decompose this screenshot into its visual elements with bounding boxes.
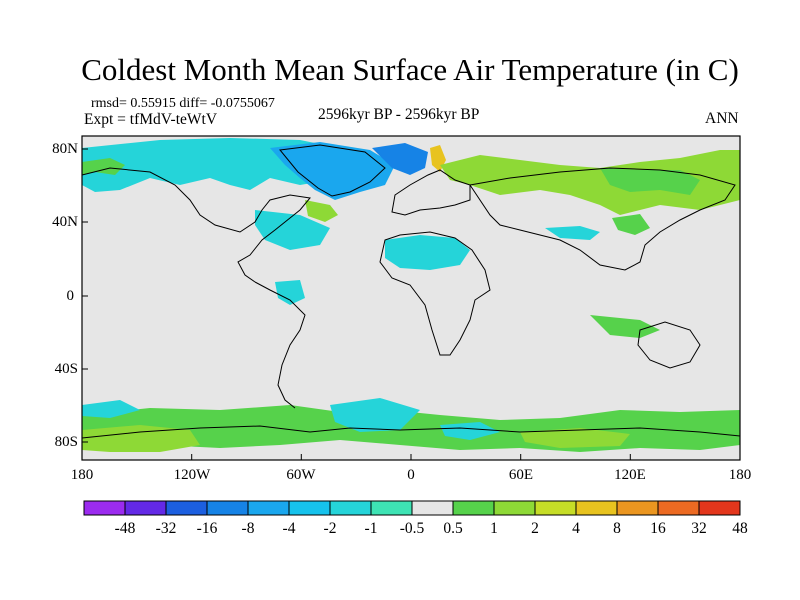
nordic-anomaly-darkblue [372,143,428,175]
coastline-africa [379,231,491,356]
lon-label-60e: 60E [508,467,534,483]
colorbar-level-label: 4 [572,520,580,537]
coastline-asia [469,167,736,271]
coastlines [81,144,741,439]
colorbar-level-label: -4 [282,520,296,537]
coastline-south-america [254,281,306,409]
siberia-anomaly-lightgreen [600,168,700,195]
axis-ticks [82,148,631,460]
coastline-greenland [279,144,386,197]
colorbar-box [288,500,331,516]
colorbar-box [124,500,167,516]
lon-label-180e: 180 [728,467,752,483]
colorbar-level-label: 1 [490,520,498,537]
lat-label-0: 0 [66,288,75,304]
coastline-north-america [81,167,311,283]
coastline-australia [637,321,701,369]
colorbar-box [493,500,536,516]
colorbar-box [657,500,700,516]
colorbar-level-label: 8 [613,520,621,537]
colorbar-level-label: -8 [241,520,255,537]
colorbar-box [411,500,454,516]
coastline-antarctica [81,425,741,439]
colorbar-level-label: 0.5 [443,520,463,537]
colorbar-box [247,500,290,516]
colorbar-box [575,500,618,516]
colorbar-level-label: 48 [732,520,748,537]
colorbar-box [452,500,495,516]
colorbar-box [534,500,577,516]
lon-label-180w: 180 [70,467,94,483]
lon-label-60w: 60W [286,467,316,483]
lon-label-0: 0 [407,467,415,483]
season-label: ANN [705,110,739,127]
lat-label-80n: 80N [52,141,78,157]
colorbar-level-label: 2 [531,520,539,537]
arabian-anomaly [590,315,660,338]
colorbar-level-label: 32 [691,520,707,537]
colorbar-level-label: -0.5 [399,520,425,537]
colorbar-box [329,500,372,516]
coastline-europe [391,169,471,216]
rmsd-diff-stats: rmsd= 0.55915 diff= -0.0755067 [91,96,275,111]
colorbar-level-label: -16 [196,520,218,537]
tropical-atlantic-anomaly [275,280,305,305]
plot-title: Coldest Month Mean Surface Air Temperatu… [81,52,739,87]
north-atlantic-anomaly-green [305,200,338,222]
west-north-america-anomaly-green [82,158,125,175]
sahara-anomaly-cyan [385,235,470,270]
lon-label-120e: 120E [614,467,646,483]
antarctic-anomaly-lightgreen [82,425,630,452]
eurasia-anomaly-green [440,150,740,215]
colorbar-level-label: -1 [364,520,378,537]
lat-label-40s: 40S [54,361,78,377]
colorbar-box [370,500,413,516]
experiment-label: Expt = tfMdV-teWtV [84,111,218,128]
north-atlantic-anomaly-cyan [255,210,330,250]
lat-label-80s: 80S [54,434,78,450]
pacific-anomaly-green [612,214,650,235]
lon-label-120w: 120W [173,467,211,483]
colorbar-box [206,500,249,516]
colorbar-level-label: -32 [155,520,177,537]
period-label: 2596kyr BP - 2596kyr BP [318,106,480,123]
colorbar-level-label: -2 [323,520,337,537]
asia-anomaly-cyan [545,226,600,240]
colorbar-box [616,500,659,516]
colorbar-box [83,500,126,516]
colorbar-box [698,500,741,516]
colorbar-box [165,500,208,516]
colorbar-level-label: 16 [650,520,666,537]
lat-label-40n: 40N [52,214,78,230]
colorbar-level-label: -48 [114,520,136,537]
